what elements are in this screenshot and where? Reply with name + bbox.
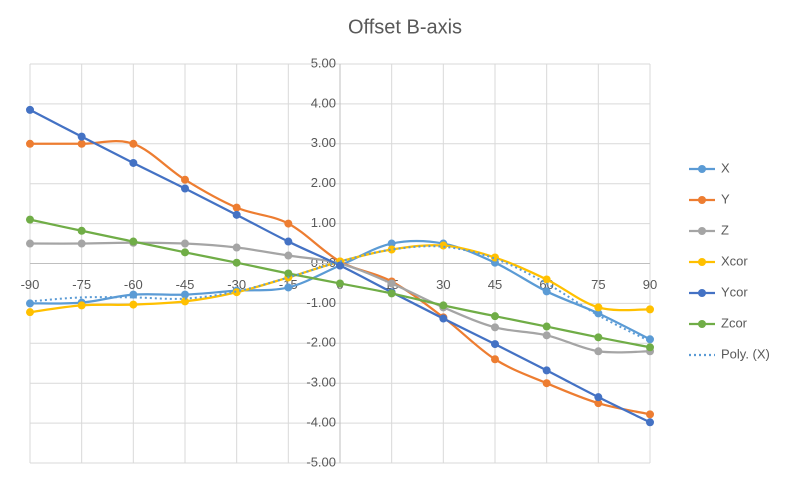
x-tick-label: -30 <box>227 277 246 292</box>
x-tick-label: 90 <box>643 277 657 292</box>
y-tick-label: -4.00 <box>306 415 336 430</box>
x-tick-label: -75 <box>72 277 91 292</box>
point <box>542 275 551 284</box>
y-tick-label: 2.00 <box>311 175 336 190</box>
point <box>336 261 344 270</box>
point <box>77 139 86 148</box>
legend: X Y Z Xcor Ycor Zcor Poly. (X) <box>689 160 770 361</box>
point <box>77 226 86 235</box>
point <box>542 366 551 375</box>
trendline <box>29 245 651 343</box>
point <box>439 314 448 323</box>
point <box>232 288 241 297</box>
point <box>26 139 34 148</box>
point <box>26 215 34 224</box>
point <box>387 245 396 254</box>
point <box>181 248 189 257</box>
point <box>181 290 189 299</box>
y-tick-label: -3.00 <box>306 375 336 390</box>
legend-marker <box>698 227 706 235</box>
point <box>336 279 344 288</box>
x-tick-label: 30 <box>436 277 450 292</box>
grid: 5.004.003.002.001.000.00-1.00-2.00-3.00-… <box>21 55 658 469</box>
point <box>181 239 189 248</box>
point <box>646 305 654 314</box>
point <box>284 251 293 260</box>
point <box>77 239 86 248</box>
x-tick-label: -90 <box>21 277 40 292</box>
point <box>26 299 34 308</box>
legend-marker <box>698 289 706 297</box>
point <box>232 243 241 252</box>
y-tick-label: 1.00 <box>311 215 336 230</box>
y-tick-label: 5.00 <box>311 55 336 70</box>
y-tick-label: -5.00 <box>306 454 336 469</box>
point <box>594 399 603 408</box>
point <box>542 322 551 331</box>
point <box>77 132 86 141</box>
point <box>387 239 396 248</box>
point <box>232 203 241 212</box>
point <box>594 303 603 312</box>
point <box>26 308 34 317</box>
point <box>646 418 654 427</box>
point <box>129 139 138 148</box>
point <box>129 237 138 246</box>
legend-label: Poly. (X) <box>721 346 770 361</box>
point <box>232 258 241 267</box>
point <box>232 210 241 219</box>
point <box>26 239 34 248</box>
legend-label: Y <box>721 191 730 206</box>
point <box>646 343 654 352</box>
x-tick-label: 45 <box>488 277 502 292</box>
point <box>181 184 189 193</box>
point <box>181 175 189 184</box>
point <box>594 347 603 356</box>
point <box>594 309 603 318</box>
point <box>129 300 138 309</box>
point <box>26 105 34 114</box>
point <box>129 158 138 167</box>
legend-label: Zcor <box>721 315 748 330</box>
legend-label: Ycor <box>721 284 748 299</box>
point <box>542 379 551 388</box>
y-tick-label: 3.00 <box>311 135 336 150</box>
point <box>284 219 293 228</box>
point <box>491 355 499 364</box>
x-tick-label: 75 <box>591 277 605 292</box>
point <box>439 241 448 250</box>
point <box>284 237 293 246</box>
point <box>181 297 189 306</box>
point <box>387 279 396 288</box>
x-tick-label: -45 <box>176 277 195 292</box>
legend-label: X <box>721 160 730 175</box>
point <box>491 312 499 321</box>
legend-marker <box>698 320 706 328</box>
legend-marker <box>698 196 706 204</box>
point <box>284 269 293 278</box>
point <box>594 393 603 402</box>
point <box>77 301 86 310</box>
point <box>542 287 551 296</box>
point <box>387 289 396 298</box>
y-tick-label: -2.00 <box>306 335 336 350</box>
point <box>594 333 603 342</box>
point <box>646 410 654 419</box>
y-tick-label: -1.00 <box>306 295 336 310</box>
point <box>491 323 499 332</box>
point <box>284 283 293 292</box>
plot <box>26 105 654 427</box>
legend-label: Z <box>721 222 729 237</box>
point <box>491 340 499 349</box>
chart-title: Offset B-axis <box>348 16 462 38</box>
point <box>439 301 448 310</box>
legend-marker <box>698 165 706 173</box>
x-tick-label: -60 <box>124 277 143 292</box>
legend-marker <box>698 258 706 266</box>
legend-label: Xcor <box>721 253 748 268</box>
point <box>542 331 551 340</box>
y-tick-label: 4.00 <box>311 95 336 110</box>
